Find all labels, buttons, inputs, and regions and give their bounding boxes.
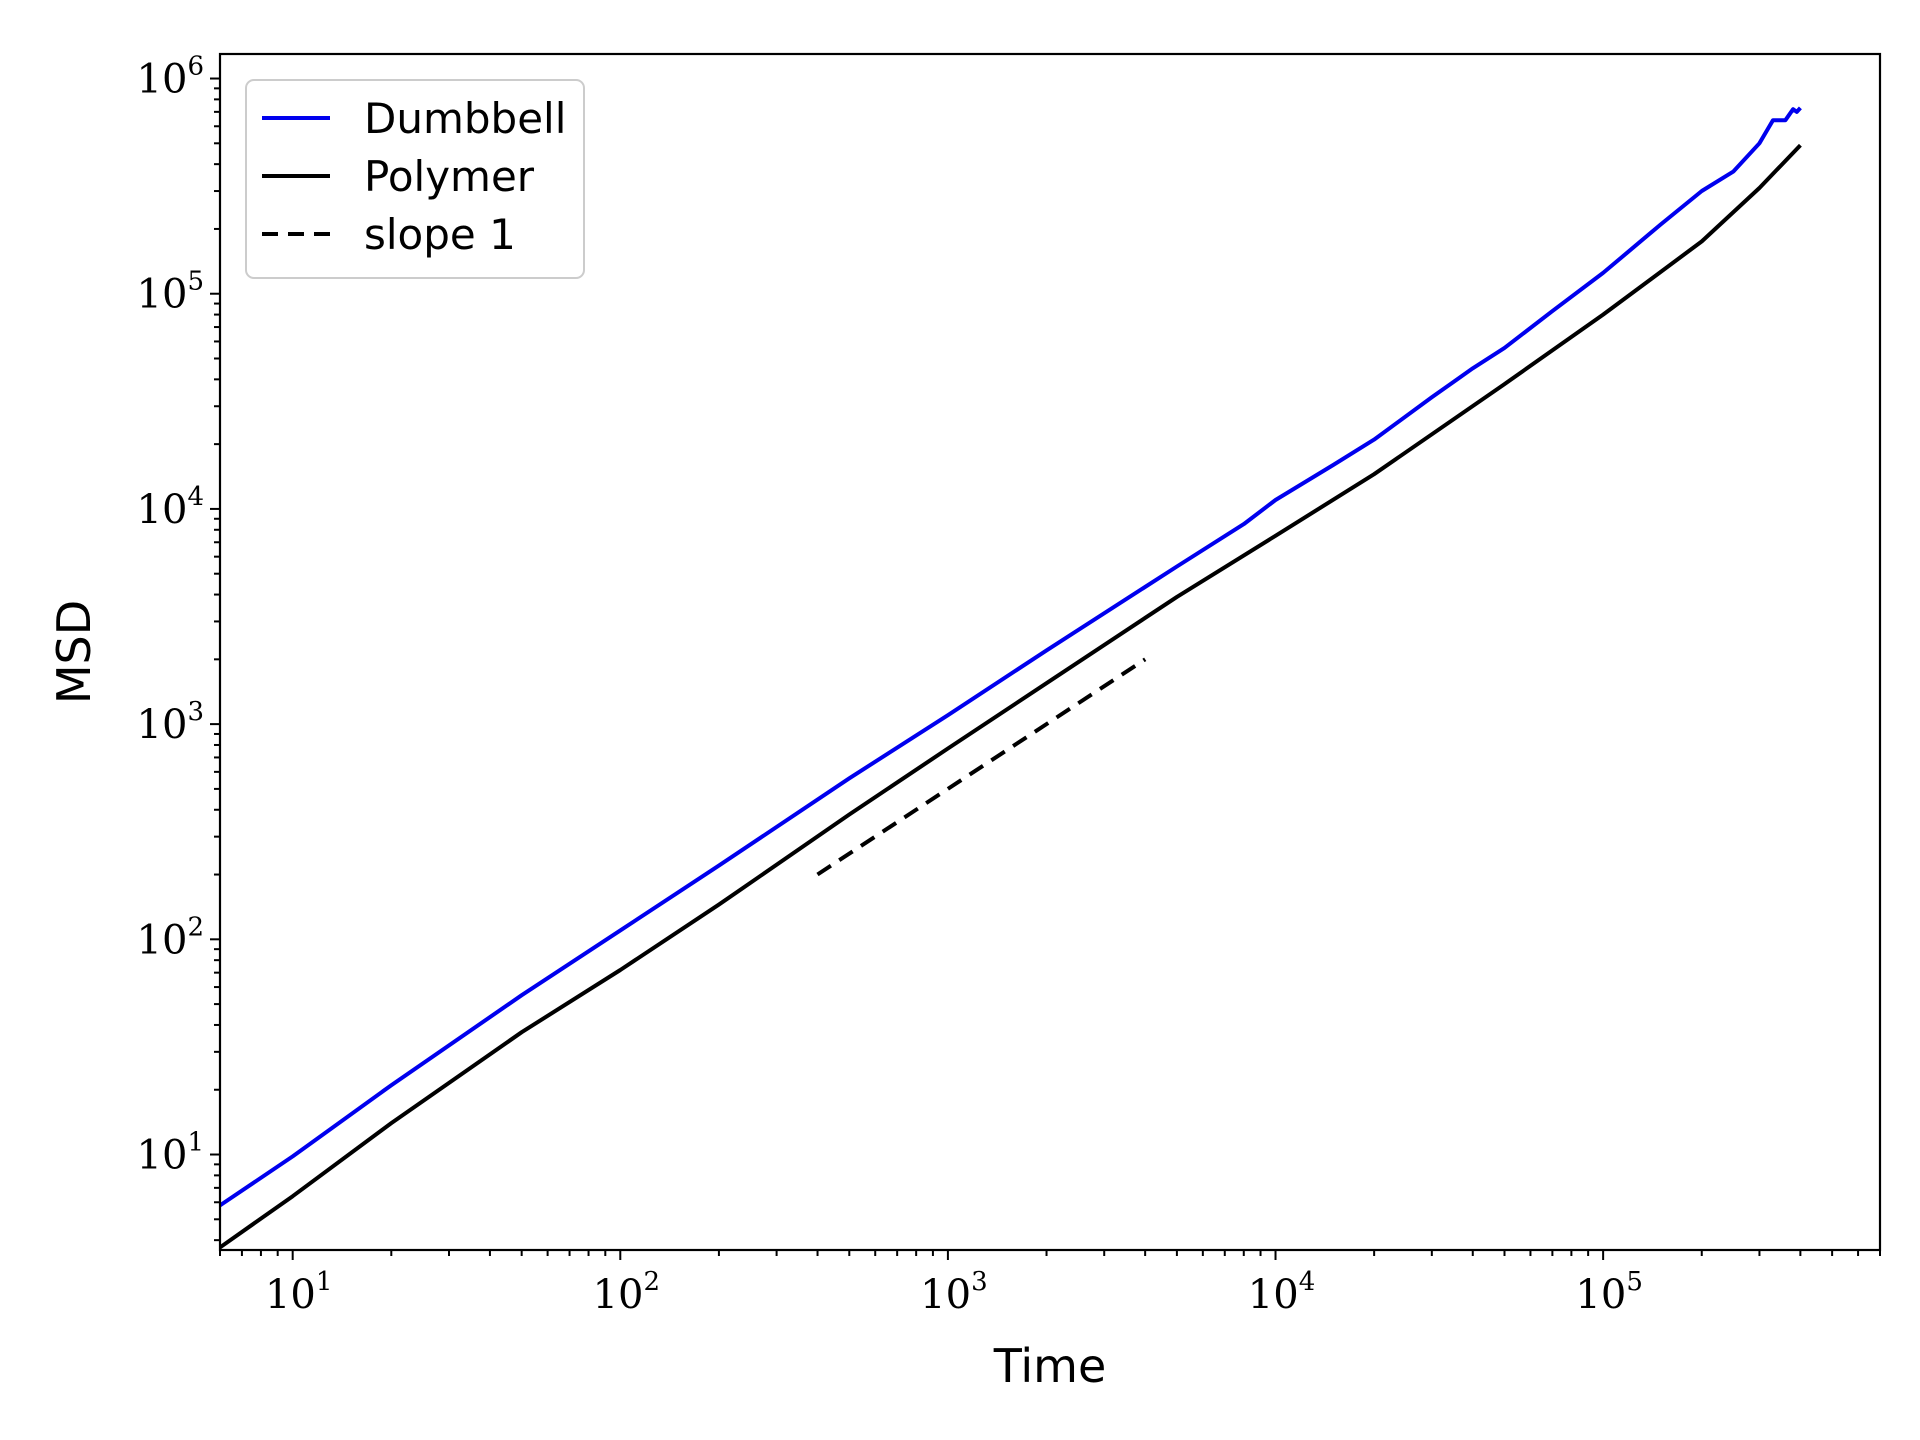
x-tick-label: 104 [1248,1267,1315,1318]
series-line-polymer [220,143,1802,1250]
y-tick-label: 102 [137,912,204,963]
legend: Dumbbell Polymer slope 1 [245,79,585,279]
x-tick-label: 102 [593,1267,660,1318]
legend-box [245,79,585,279]
legend-label: Polymer [364,152,535,201]
y-tick-label: 106 [137,52,204,103]
x-axis-title: Time [993,1339,1107,1393]
x-tick-label: 101 [265,1267,332,1318]
series-line-slope-1 [816,657,1147,877]
y-tick-label: 104 [137,482,204,533]
x-tick-label: 103 [920,1267,987,1318]
ticks-layer: 101 102 103 104 105 101 102 103 104 105 106 [137,52,1881,1318]
series-layer [220,106,1802,1250]
x-tick-label: 105 [1575,1267,1642,1318]
y-tick-label: 105 [137,267,204,318]
y-tick-label: 101 [137,1128,204,1179]
legend-label: Dumbbell [364,94,566,143]
plot-frame [218,52,1882,1252]
series-line-dumbbell [220,106,1802,1208]
y-tick-label: 103 [137,697,204,748]
y-axis-title: MSD [47,600,101,704]
legend-label: slope 1 [364,210,516,259]
